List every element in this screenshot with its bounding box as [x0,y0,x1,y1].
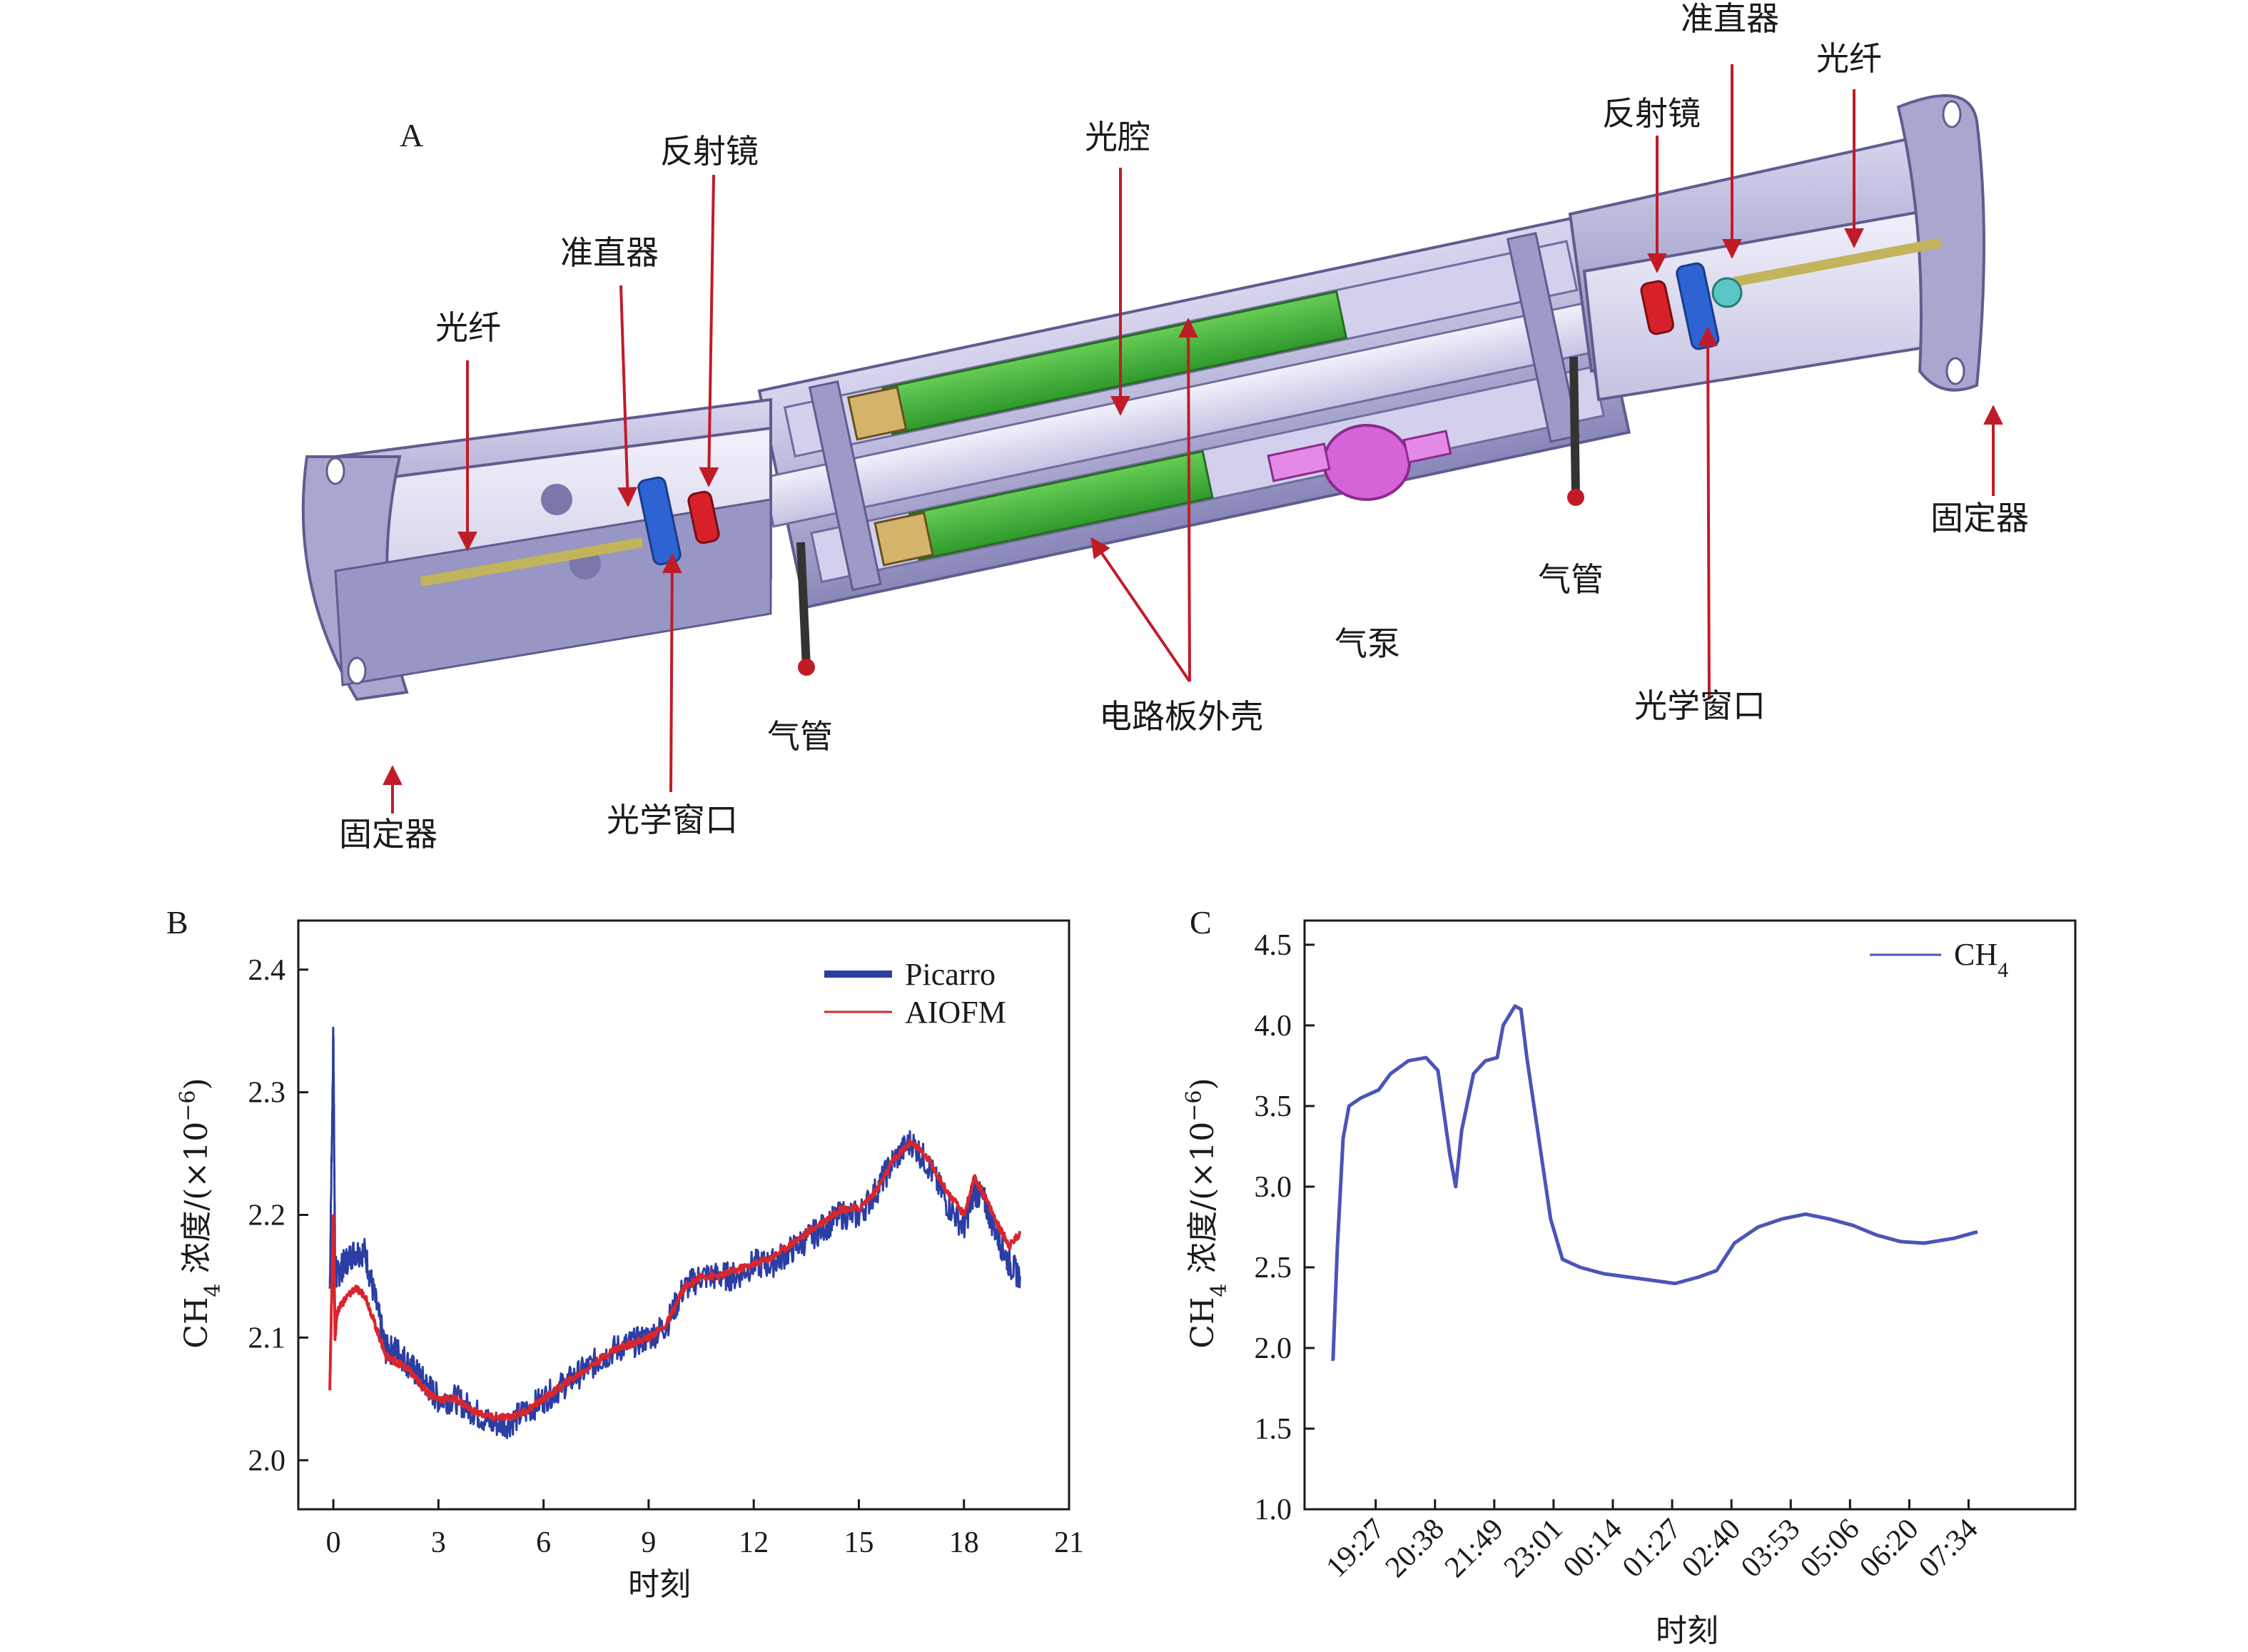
panel-c-xlabel: 时刻 [1656,1613,1718,1649]
panel-b-series [328,1026,1022,1439]
label-fiber-left: 光纤 [435,308,501,347]
panel-b-ytick-label: 2.3 [248,1077,286,1110]
label-fixer-right: 固定器 [1930,499,2029,537]
panel-c-xtick-label: 19:27 [1320,1513,1392,1584]
mirror-right-shape [1640,280,1674,335]
panel-b-xtick-label: 15 [844,1526,874,1559]
legend-picarro: Picarro [905,957,996,992]
left-end-cap [301,397,772,701]
series-aiofm-line [328,1138,1022,1422]
legend-ch4: CH4 [1954,937,2008,982]
right-end-cap [1568,94,1985,402]
panel-c-xtick-label: 07:34 [1913,1513,1984,1584]
panel-c-ytick-label: 4.0 [1255,1010,1292,1043]
panel-c-letter: C [1190,904,1212,941]
panel-a-illustration: A [301,0,2029,853]
panel-c-ytick-label: 1.5 [1255,1413,1292,1446]
label-fiber-right: 光纤 [1816,39,1882,78]
panel-c-ytick-label: 4.5 [1255,929,1292,962]
panel-c-frame [1303,919,2077,1511]
gas-tube-right-shape [1569,356,1580,497]
series-ch4-line [1331,1004,1978,1362]
label-board-housing: 电路板外壳 [1099,697,1263,736]
panel-c-xtick-label: 23:01 [1498,1513,1569,1584]
panel-c-xtick-label: 01:27 [1616,1513,1688,1584]
panel-b-xtick-label: 21 [1054,1526,1084,1559]
series-picarro-line [328,1026,1021,1439]
panel-b-ylabel: CH4 浓度/(×10−6) [176,1078,226,1348]
label-collimator-left: 准直器 [560,233,659,272]
panel-b-xtick-label: 18 [949,1526,979,1559]
panel-a-letter: A [400,117,423,153]
panel-c-series [1331,1004,1978,1362]
label-fixer-left: 固定器 [339,815,437,853]
panel-b-xtick-label: 9 [641,1526,656,1559]
label-collimator-right: 准直器 [1681,0,1779,38]
panel-b-chart: B 0 3 6 9 12 15 18 21 2.0 2.1 2.2 2.3 2.4 时刻 CH4 浓度/… [166,904,1084,1603]
panel-c-ytick-label: 2.5 [1255,1252,1292,1284]
panel-b-legend: Picarro AIOFM [824,957,1006,1030]
panel-b-ytick-label: 2.0 [248,1444,286,1477]
legend-aiofm: AIOFM [905,995,1006,1030]
panel-c-xtick-label: 02:40 [1676,1513,1747,1584]
panel-c-xtick-label: 05:06 [1794,1513,1865,1584]
panel-c-ylabel: CH4 浓度/(×10−6) [1182,1078,1232,1348]
panel-c-xtick-label: 20:38 [1379,1513,1451,1584]
panel-b-ytick-label: 2.2 [248,1200,286,1232]
panel-c-xtick-label: 00:14 [1557,1513,1629,1584]
panel-c-xtick-label: 06:20 [1853,1513,1925,1584]
label-gas-tube-right: 气管 [1538,560,1604,599]
panel-c-ytick-label: 2.0 [1255,1332,1292,1365]
gas-tube-left-shape [796,542,811,668]
panel-b-xlabel: 时刻 [628,1566,691,1603]
mirror-left-shape [687,490,720,544]
panel-c-legend: CH4 [1870,937,2008,982]
panel-b-xtick-label: 6 [536,1526,551,1559]
label-gas-pump: 气泵 [1335,624,1400,663]
panel-c-ytick-label: 3.0 [1255,1171,1292,1204]
panel-b-xtick-label: 12 [739,1526,769,1559]
label-window-right: 光学窗口 [1634,686,1766,725]
label-mirror-right: 反射镜 [1602,94,1701,133]
cavity-housing [757,214,1634,609]
panel-c-ytick-label: 3.5 [1255,1090,1292,1123]
label-window-left: 光学窗口 [607,801,738,839]
label-gas-tube-left: 气管 [767,717,833,756]
panel-b-xtick-label: 0 [326,1526,341,1559]
panel-b-ytick-label: 2.1 [248,1322,286,1354]
label-cavity: 光腔 [1085,118,1150,156]
panel-b-letter: B [166,904,188,941]
panel-c-xtick-label: 21:49 [1439,1513,1510,1584]
panel-b-ticks: 0 3 6 9 12 15 18 21 2.0 2.1 2.2 2.3 2.4 [248,954,1085,1559]
panel-c-ytick-label: 1.0 [1255,1494,1292,1526]
panel-c-xtick-label: 03:53 [1735,1513,1806,1584]
panel-c-ticks: 19:2720:3821:4923:0100:1401:2702:4003:53… [1255,929,1985,1584]
callout-arrows [383,64,2003,814]
panel-b-ytick-label: 2.4 [248,954,286,987]
panel-b-xtick-label: 3 [431,1526,446,1559]
label-mirror-left: 反射镜 [660,132,759,171]
gas-pump [1267,424,1452,501]
panel-c-chart: C 19:2720:3821:4923:0100:1401:2702:4003:… [1182,904,2077,1649]
